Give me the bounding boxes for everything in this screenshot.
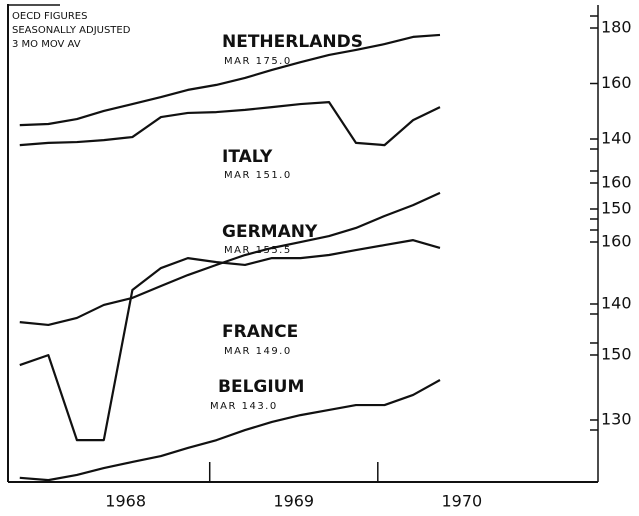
series-note: MAR 143.0 — [210, 401, 278, 412]
y-tick-label: 160 — [601, 172, 632, 191]
line — [19, 379, 441, 482]
y-tick-label: 130 — [601, 409, 632, 428]
y-tick-label: 150 — [601, 344, 632, 363]
note: SEASONALLY ADJUSTED — [12, 25, 131, 36]
y-tick-label: 140 — [601, 293, 632, 312]
y-tick-label: 150 — [601, 198, 632, 217]
x-tick-label: 1968 — [105, 492, 146, 511]
y-tick-label: 180 — [601, 18, 632, 37]
series-name: FRANCE — [222, 322, 298, 342]
series-note: MAR 155.5 — [224, 245, 292, 256]
line — [19, 100, 441, 147]
series-name: BELGIUM — [218, 377, 304, 397]
series-name: NETHERLANDS — [222, 32, 363, 52]
x-tick-label: 1969 — [273, 492, 314, 511]
line — [19, 33, 441, 127]
y-tick-label: 160 — [601, 73, 632, 92]
series-note: MAR 151.0 — [224, 170, 292, 181]
series-name: GERMANY — [222, 222, 318, 242]
note: OECD FIGURES — [12, 11, 87, 22]
y-tick-label: 160 — [601, 231, 632, 250]
series-note: MAR 175.0 — [224, 56, 292, 67]
line — [19, 239, 441, 442]
note: 3 MO MOV AV — [12, 39, 81, 50]
y-tick-label: 140 — [601, 129, 632, 148]
series-note: MAR 149.0 — [224, 346, 292, 357]
x-tick-label: 1970 — [441, 492, 482, 511]
series-name: ITALY — [222, 147, 273, 167]
line — [19, 191, 441, 327]
